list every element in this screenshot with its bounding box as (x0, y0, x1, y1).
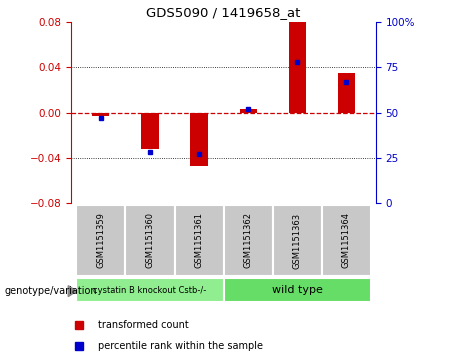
FancyBboxPatch shape (272, 205, 322, 276)
Bar (92, 113, 110, 116)
Title: GDS5090 / 1419658_at: GDS5090 / 1419658_at (147, 6, 301, 19)
Text: GSM1151359: GSM1151359 (96, 213, 106, 268)
FancyBboxPatch shape (175, 205, 224, 276)
FancyBboxPatch shape (322, 205, 371, 276)
Bar (289, 22, 306, 113)
Polygon shape (68, 286, 77, 297)
FancyBboxPatch shape (224, 278, 371, 302)
FancyBboxPatch shape (77, 205, 125, 276)
Text: GSM1151362: GSM1151362 (243, 212, 253, 269)
Text: wild type: wild type (272, 285, 323, 295)
Text: cystatin B knockout Cstb-/-: cystatin B knockout Cstb-/- (93, 286, 207, 294)
Text: GSM1151361: GSM1151361 (195, 212, 204, 269)
Text: GSM1151363: GSM1151363 (293, 212, 301, 269)
Text: genotype/variation: genotype/variation (5, 286, 97, 296)
FancyBboxPatch shape (224, 205, 272, 276)
Bar (240, 109, 257, 113)
Bar (190, 113, 207, 166)
Text: GSM1151364: GSM1151364 (342, 212, 351, 269)
FancyBboxPatch shape (125, 205, 175, 276)
FancyBboxPatch shape (77, 278, 224, 302)
Bar (338, 73, 355, 113)
Bar (142, 113, 159, 149)
Text: transformed count: transformed count (98, 321, 189, 330)
Text: GSM1151360: GSM1151360 (146, 212, 154, 269)
Text: percentile rank within the sample: percentile rank within the sample (98, 341, 263, 351)
